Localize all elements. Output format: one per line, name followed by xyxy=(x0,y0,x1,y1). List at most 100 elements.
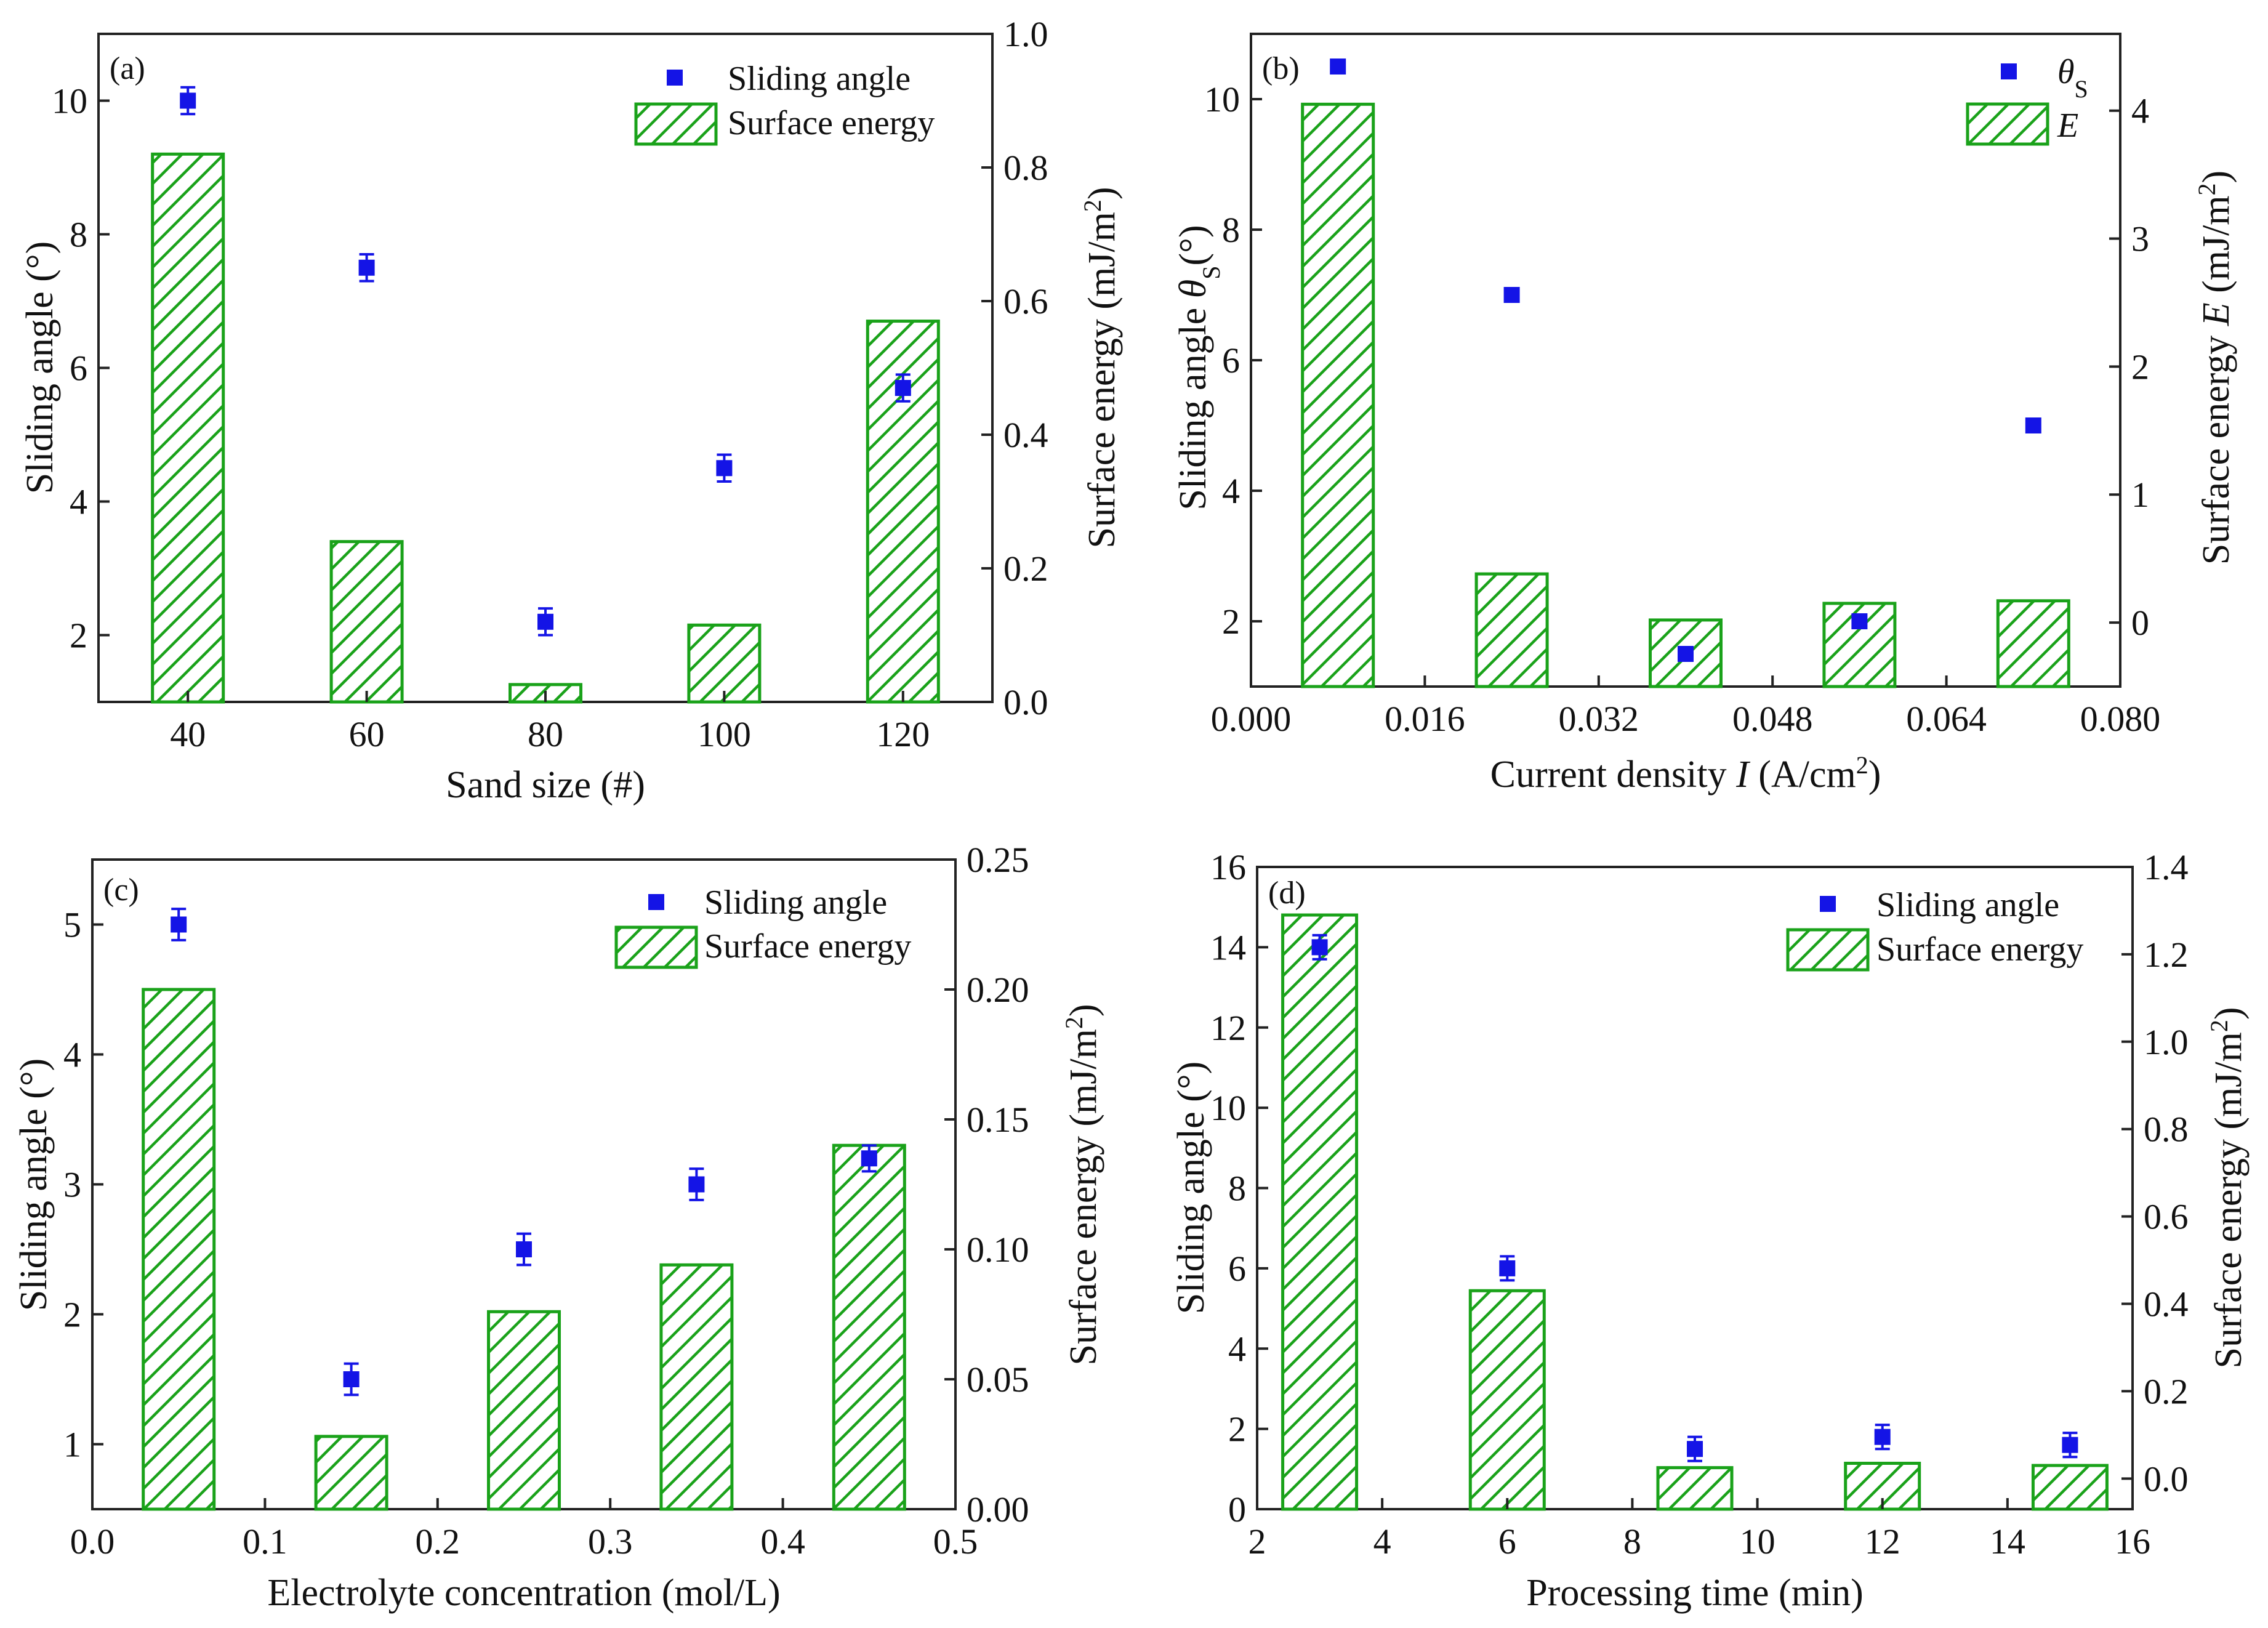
left-tick-label-b-4: 8 xyxy=(1222,210,1240,250)
left-tick-label-c-2: 2 xyxy=(63,1295,81,1335)
right-tick-label-c-6: 0.25 xyxy=(967,840,1029,880)
left-tick-label-d-9: 16 xyxy=(1210,847,1246,887)
left-tick-label-a-2: 4 xyxy=(70,482,87,522)
y-axis-title-left-c: Sliding angle (°) xyxy=(13,1058,55,1312)
left-tick-label-a-1: 2 xyxy=(70,616,87,656)
bottom-tick-label-d-2: 4 xyxy=(1373,1521,1391,1562)
right-tick-label-b-4: 3 xyxy=(2131,219,2149,259)
bottom-tick-label-c-3: 0.2 xyxy=(416,1521,460,1562)
legend-label-sliding-angle-c: Sliding angle xyxy=(704,884,887,922)
legend-label-surface-energy-d: Surface energy xyxy=(1876,930,2083,969)
points-a xyxy=(180,86,911,637)
bar-c-2 xyxy=(314,1435,388,1511)
legend-label-surface-energy-a: Surface energy xyxy=(728,104,935,142)
bottom-tick-label-b-4: 0.048 xyxy=(1732,699,1813,739)
bottom-tick-label-b-5: 0.064 xyxy=(1906,699,1987,739)
point-b-3 xyxy=(1678,646,1694,662)
legend-swatch-energy-b xyxy=(1966,102,2049,146)
bar-c-5 xyxy=(832,1143,906,1511)
left-tick-label-b-5: 10 xyxy=(1204,79,1240,119)
point-a-4 xyxy=(716,460,733,477)
right-tick-label-c-1: 0.00 xyxy=(967,1489,1029,1529)
point-a-2 xyxy=(358,259,375,276)
x-axis-title-a: Sand size (#) xyxy=(446,764,645,806)
bottom-axis-d: 2 4 6 8 10 12 14 16 xyxy=(1249,1498,2150,1562)
right-tick-label-d-1: 0.0 xyxy=(2144,1459,2189,1499)
left-tick-label-b-3: 6 xyxy=(1222,341,1240,381)
bottom-tick-label-d-8: 16 xyxy=(2115,1521,2150,1562)
y-axis-title-left-a: Sliding angle (°) xyxy=(19,241,61,494)
legend-a: Sliding angle Surface energy xyxy=(634,60,935,146)
left-tick-label-d-7: 12 xyxy=(1210,1008,1246,1048)
right-axis-d: 0.0 0.2 0.4 0.6 0.8 1.0 1.2 1.4 xyxy=(2121,847,2189,1499)
bar-a-1 xyxy=(151,152,225,704)
legend-b: θS E xyxy=(1966,53,2088,146)
point-a-3 xyxy=(537,613,553,630)
left-tick-label-d-8: 14 xyxy=(1210,927,1246,967)
legend-d: Sliding angle Surface energy xyxy=(1786,886,2083,972)
bottom-tick-label-a-4: 100 xyxy=(698,714,751,754)
legend-label-theta-b: θS xyxy=(2057,53,2088,103)
point-d-1 xyxy=(1311,939,1328,956)
point-c-5 xyxy=(861,1150,877,1167)
right-tick-label-a-3: 0.4 xyxy=(1003,415,1048,455)
legend-swatch-surface-energy-a xyxy=(634,102,718,146)
point-a-1 xyxy=(180,92,196,109)
legend-marker-sliding-angle-d xyxy=(1820,896,1836,912)
bar-b-1 xyxy=(1301,102,1375,688)
point-a-5 xyxy=(895,380,911,397)
point-b-5 xyxy=(2025,417,2041,433)
point-b-2 xyxy=(1503,287,1520,303)
right-tick-label-d-4: 0.6 xyxy=(2144,1197,2189,1237)
left-tick-label-c-1: 1 xyxy=(63,1425,81,1465)
right-tick-label-b-1: 0 xyxy=(2131,603,2149,643)
bottom-tick-label-b-2: 0.016 xyxy=(1385,699,1465,739)
left-tick-label-d-3: 4 xyxy=(1228,1329,1246,1369)
bar-b-5 xyxy=(1996,599,2070,688)
left-tick-label-d-4: 6 xyxy=(1228,1249,1246,1289)
panel-a: 2 4 6 8 10 0.0 0.2 0.4 0.6 0.8 1.0 40 60 80 100 120 (… xyxy=(19,14,1123,806)
bottom-tick-label-c-2: 0.1 xyxy=(243,1521,288,1562)
y-axis-title-left-d: Sliding angle (°) xyxy=(1170,1062,1212,1315)
point-d-3 xyxy=(1687,1441,1703,1457)
right-tick-label-d-5: 0.8 xyxy=(2144,1110,2189,1150)
bottom-tick-label-d-7: 14 xyxy=(1990,1521,2025,1562)
point-b-1 xyxy=(1330,58,1346,75)
bottom-tick-label-a-1: 40 xyxy=(170,714,206,754)
right-tick-label-b-3: 2 xyxy=(2131,347,2149,387)
bottom-axis-c: 0.0 0.1 0.2 0.3 0.4 0.5 xyxy=(70,1498,978,1562)
bottom-tick-label-c-5: 0.4 xyxy=(760,1521,805,1562)
right-tick-label-a-6: 1.0 xyxy=(1003,14,1048,54)
point-b-4 xyxy=(1851,613,1868,629)
bars-b xyxy=(1301,102,2070,688)
point-c-4 xyxy=(688,1176,705,1193)
x-axis-title-c: Electrolyte concentration (mol/L) xyxy=(267,1572,780,1614)
right-tick-label-d-3: 0.4 xyxy=(2144,1284,2189,1324)
bottom-tick-label-a-3: 80 xyxy=(528,714,563,754)
point-c-3 xyxy=(516,1241,532,1257)
bar-a-2 xyxy=(329,540,404,704)
right-tick-label-b-2: 1 xyxy=(2131,475,2149,515)
points-c xyxy=(171,908,877,1396)
panel-label-b: (b) xyxy=(1262,51,1300,86)
bar-c-4 xyxy=(659,1263,734,1511)
left-tick-label-d-1: 0 xyxy=(1228,1489,1246,1529)
legend-marker-sliding-angle-c xyxy=(648,894,664,910)
bottom-tick-label-d-6: 12 xyxy=(1865,1521,1900,1562)
left-axis-d: 0 2 4 6 8 10 12 14 16 xyxy=(1210,847,1268,1529)
bar-a-4 xyxy=(687,623,762,704)
legend-c: Sliding angle Surface energy xyxy=(614,884,911,969)
right-tick-label-c-4: 0.15 xyxy=(967,1100,1029,1140)
bottom-tick-label-b-3: 0.032 xyxy=(1559,699,1639,739)
right-axis-a: 0.0 0.2 0.4 0.6 0.8 1.0 xyxy=(981,14,1048,722)
bottom-axis-b: 0.000 0.016 0.032 0.048 0.064 0.080 xyxy=(1211,675,2160,739)
bottom-tick-label-a-2: 60 xyxy=(349,714,385,754)
y-axis-title-right-d: Surface energy (mJ/m2) xyxy=(2205,1007,2250,1368)
left-axis-b: 2 4 6 8 10 xyxy=(1204,79,1262,642)
left-tick-label-a-3: 6 xyxy=(70,349,87,389)
left-tick-label-d-5: 8 xyxy=(1228,1169,1246,1209)
points-d xyxy=(1311,933,2078,1462)
right-tick-label-a-5: 0.8 xyxy=(1003,148,1048,188)
bar-d-1 xyxy=(1281,913,1359,1511)
